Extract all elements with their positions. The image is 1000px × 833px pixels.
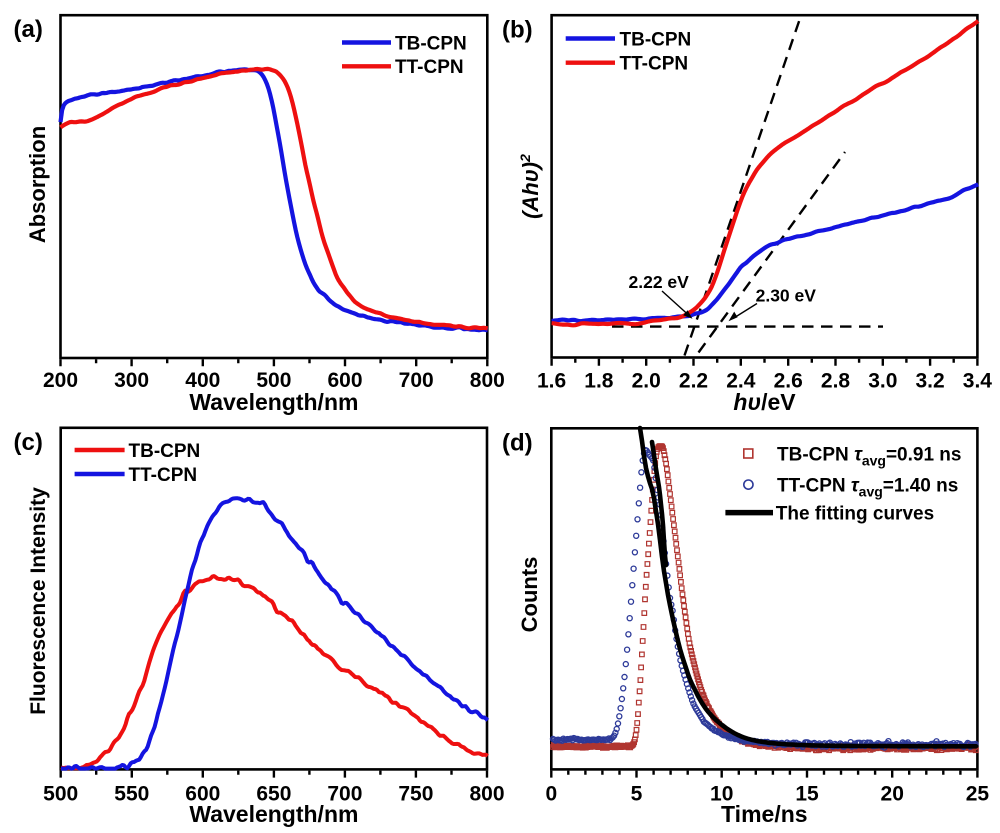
svg-text:700: 700	[327, 782, 362, 805]
svg-text:200: 200	[43, 369, 78, 392]
svg-text:500: 500	[43, 782, 78, 805]
svg-text:TT-CPN: TT-CPN	[620, 54, 689, 75]
svg-text:800: 800	[470, 369, 505, 392]
svg-text:2.8: 2.8	[821, 370, 851, 393]
svg-text:800: 800	[469, 782, 504, 805]
svg-text:500: 500	[256, 369, 291, 392]
svg-text:Wavelength/nm: Wavelength/nm	[189, 389, 358, 415]
svg-text:2.30 eV: 2.30 eV	[756, 286, 817, 306]
svg-text:5: 5	[631, 782, 643, 805]
svg-text:Counts: Counts	[517, 557, 542, 633]
svg-text:TT-CPN τavg=1.40 ns: TT-CPN τavg=1.40 ns	[777, 476, 958, 500]
svg-text:400: 400	[185, 369, 220, 392]
svg-text:600: 600	[327, 369, 362, 392]
svg-text:25: 25	[966, 782, 990, 805]
svg-text:Absorption: Absorption	[25, 126, 50, 243]
svg-text:0: 0	[545, 782, 557, 805]
svg-text:750: 750	[398, 782, 433, 805]
svg-text:TT-CPN: TT-CPN	[129, 465, 198, 486]
svg-text:600: 600	[185, 782, 220, 805]
svg-text:(Ahυ)2: (Ahυ)2	[517, 154, 543, 219]
svg-text:3.2: 3.2	[915, 370, 944, 393]
svg-text:Fluorescence Intensity: Fluorescence Intensity	[27, 487, 50, 715]
svg-text:(a): (a)	[14, 16, 43, 43]
svg-text:(b): (b)	[502, 17, 533, 44]
svg-text:300: 300	[114, 369, 149, 392]
svg-text:(d): (d)	[502, 430, 533, 457]
svg-text:2.22 eV: 2.22 eV	[629, 272, 690, 292]
svg-text:TT-CPN: TT-CPN	[395, 57, 464, 78]
svg-text:Wavelength/nm: Wavelength/nm	[189, 801, 358, 827]
svg-text:TB-CPN: TB-CPN	[620, 29, 692, 50]
svg-text:TB-CPN: TB-CPN	[395, 33, 467, 54]
svg-text:550: 550	[114, 782, 149, 805]
svg-text:2.6: 2.6	[774, 370, 803, 393]
svg-text:3.4: 3.4	[963, 370, 993, 393]
svg-text:2.4: 2.4	[726, 370, 756, 393]
svg-text:3.0: 3.0	[868, 370, 897, 393]
svg-text:Time/ns: Time/ns	[721, 801, 808, 827]
svg-text:15: 15	[795, 782, 819, 805]
svg-text:(c): (c)	[14, 429, 43, 456]
svg-text:1.6: 1.6	[537, 370, 566, 393]
svg-text:TB-CPN τavg=0.91 ns: TB-CPN τavg=0.91 ns	[777, 444, 961, 468]
svg-text:The fitting curves: The fitting curves	[776, 504, 934, 525]
svg-text:2.2: 2.2	[679, 370, 708, 393]
svg-text:650: 650	[256, 782, 291, 805]
svg-text:hυ/eV: hυ/eV	[733, 389, 796, 415]
svg-text:10: 10	[710, 782, 733, 805]
svg-text:1.8: 1.8	[584, 370, 614, 393]
svg-text:20: 20	[881, 782, 904, 805]
svg-text:2.0: 2.0	[632, 370, 661, 393]
svg-text:700: 700	[399, 369, 434, 392]
svg-text:TB-CPN: TB-CPN	[129, 441, 201, 462]
